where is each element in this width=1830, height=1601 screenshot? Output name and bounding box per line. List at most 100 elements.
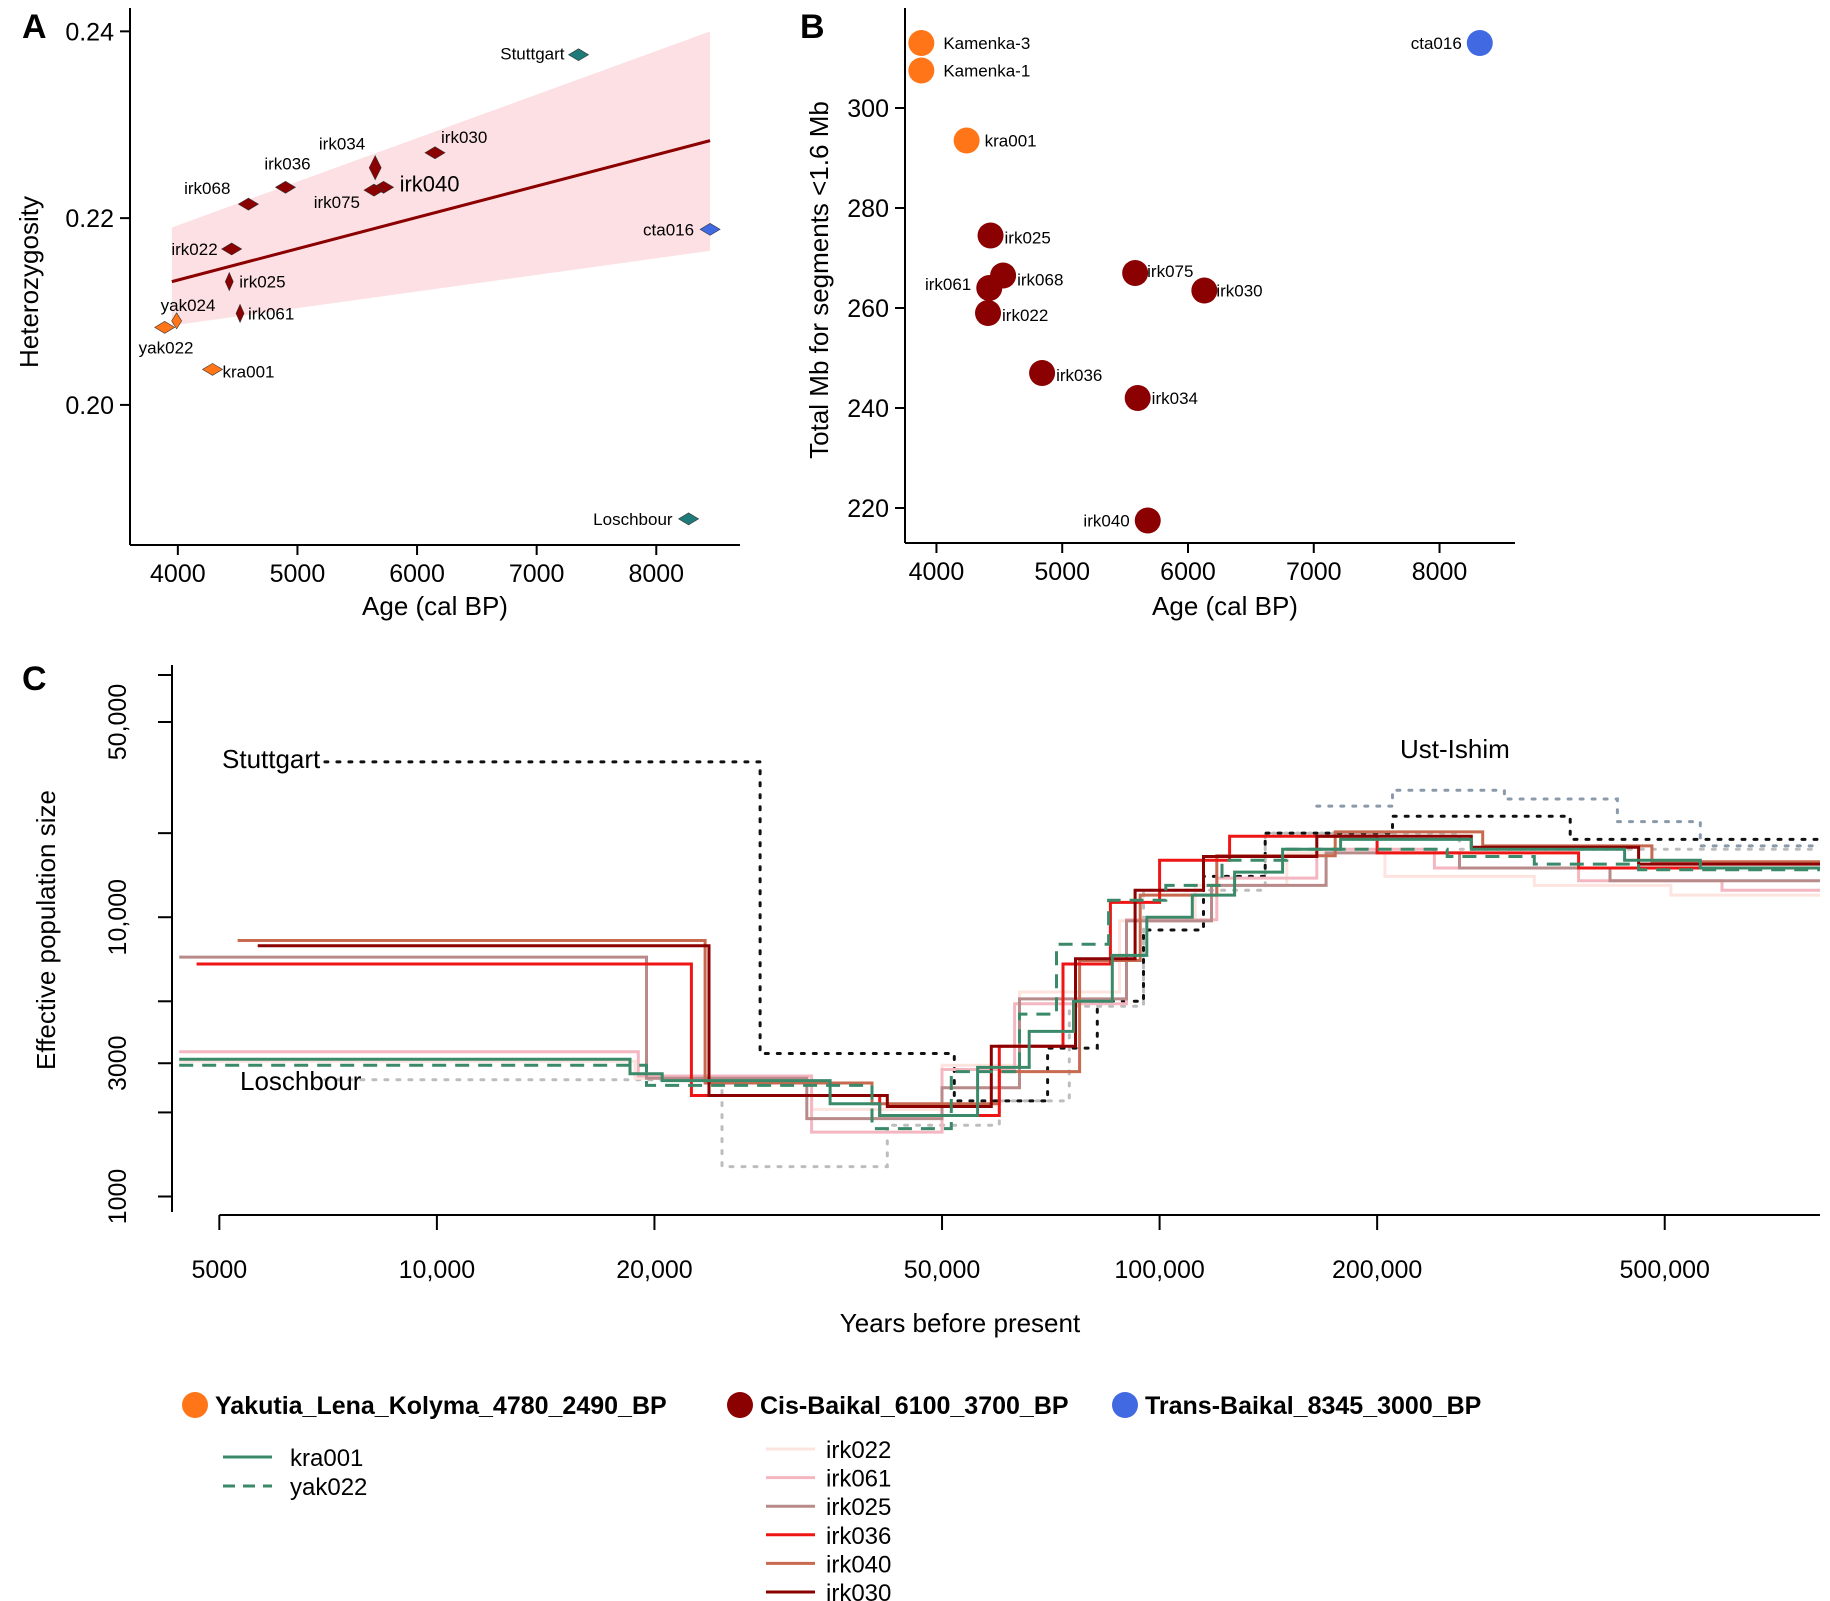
y-tick-label: 240 <box>847 395 889 423</box>
data-point <box>224 271 234 292</box>
y-tick-label: 0.22 <box>65 205 114 233</box>
point-label: irk075 <box>314 193 360 212</box>
y-axis-title: Total Mb for segments <1.6 Mb <box>804 101 834 459</box>
data-point <box>908 30 935 56</box>
data-point <box>699 222 721 236</box>
legend-groups: Yakutia_Lena_Kolyma_4780_2490_BP Cis-Baik… <box>182 1392 1481 1420</box>
point-label: irk034 <box>319 135 365 154</box>
point-label: Kamenka-3 <box>943 34 1030 53</box>
data-point <box>171 312 183 330</box>
data-point <box>976 275 1003 301</box>
point-label: irk036 <box>1056 366 1102 385</box>
point-label: Kamenka-1 <box>943 62 1030 81</box>
y-tick-label: 3000 <box>104 1035 132 1091</box>
point-label: Loschbour <box>593 510 673 529</box>
series-irk036 <box>196 834 1820 1117</box>
data-point <box>1191 277 1218 304</box>
x-tick-label: 5000 <box>1034 558 1090 586</box>
panel-letters: A B C <box>22 8 825 698</box>
confidence-band <box>171 31 711 326</box>
point-label: yak022 <box>139 338 194 357</box>
point-label: cta016 <box>643 220 694 239</box>
point-label: cta016 <box>1411 34 1462 53</box>
x-tick-label: 500,000 <box>1620 1256 1710 1284</box>
point-label: kra001 <box>223 362 275 381</box>
data-point <box>1134 507 1161 534</box>
data-point <box>975 300 1002 326</box>
x-tick-label: 5000 <box>270 560 326 588</box>
x-tick-label: 5000 <box>192 1256 248 1284</box>
panel-c: 5000 10,000 20,000 50,000 100,000 200,000 500,… <box>31 665 1820 1338</box>
x-tick-label: 7000 <box>1286 558 1342 586</box>
point-label: Stuttgart <box>500 45 565 64</box>
series-kra001 <box>179 837 1820 1117</box>
point-label: irk068 <box>1017 271 1063 290</box>
point-label: irk030 <box>441 128 487 147</box>
point-label: irk036 <box>264 154 310 173</box>
annotation-label: Stuttgart <box>222 744 321 774</box>
series-loschbour <box>323 831 1820 1169</box>
x-tick-label: 6000 <box>1160 558 1216 586</box>
series-ust-ishim <box>1315 788 1820 848</box>
legend-group-label: Trans-Baikal_8345_3000_BP <box>1145 1392 1481 1420</box>
legend: Yakutia_Lena_Kolyma_4780_2490_BP Cis-Baik… <box>182 1392 1481 1601</box>
legend-group-marker <box>727 1392 753 1418</box>
x-tick-label: 6000 <box>389 560 445 588</box>
data-point <box>953 127 980 154</box>
data-point <box>368 155 382 181</box>
data-point <box>363 183 385 197</box>
legend-group-marker <box>182 1392 208 1418</box>
x-tick-label: 10,000 <box>399 1256 475 1284</box>
legend-line-label: irk040 <box>826 1551 891 1578</box>
y-tick-label: 50,000 <box>104 684 132 760</box>
y-tick-label: 280 <box>847 195 889 223</box>
point-label: irk040 <box>1083 512 1129 531</box>
y-tick-label: 220 <box>847 495 889 523</box>
x-tick-label: 4000 <box>150 560 206 588</box>
legend-group-label: Cis-Baikal_6100_3700_BP <box>760 1392 1069 1420</box>
data-point <box>237 197 259 211</box>
x-axis-title: Age (cal BP) <box>1152 591 1298 621</box>
legend-group-label: Yakutia_Lena_Kolyma_4780_2490_BP <box>215 1392 667 1420</box>
annotation-label: Loschbour <box>240 1066 362 1096</box>
panel-letter-b: B <box>800 8 825 46</box>
point-label: irk040 <box>400 171 460 196</box>
y-axis-title: Heterozygosity <box>14 196 44 368</box>
x-tick-label: 100,000 <box>1114 1256 1204 1284</box>
data-point <box>274 180 297 194</box>
legend-group-marker <box>1112 1392 1138 1418</box>
x-tick-label: 4000 <box>909 558 965 586</box>
panel-a: 4000 5000 6000 7000 8000 0.20 0.22 0.24 Age (cal… <box>14 8 740 621</box>
data-point <box>677 512 700 526</box>
series-yak022 <box>179 847 1820 1131</box>
legend-line-label: irk036 <box>826 1523 891 1550</box>
data-point <box>977 222 1004 249</box>
data-point <box>567 48 590 62</box>
annotation-label: Ust-Ishim <box>1400 734 1510 764</box>
point-label: irk025 <box>1005 229 1051 248</box>
x-tick-label: 8000 <box>1412 558 1468 586</box>
point-label: irk022 <box>171 240 217 259</box>
x-axis-title: Years before present <box>840 1308 1081 1338</box>
legend-line-label: yak022 <box>290 1474 367 1501</box>
data-point <box>221 242 243 256</box>
y-tick-label: 260 <box>847 295 889 323</box>
data-point <box>1029 360 1056 386</box>
series-stuttgart <box>323 760 1820 1103</box>
x-tick-label: 50,000 <box>904 1256 980 1284</box>
x-tick-label: 7000 <box>509 560 565 588</box>
legend-line-label: irk061 <box>826 1466 891 1493</box>
point-label: kra001 <box>985 132 1037 151</box>
point-label: irk068 <box>184 179 230 198</box>
panel-b: 4000 5000 6000 7000 8000 220 240 260 280 300 Age (… <box>804 8 1515 621</box>
data-point <box>424 146 446 160</box>
legend-line-label: kra001 <box>290 1445 363 1472</box>
point-label: yak024 <box>161 296 216 315</box>
data-point <box>1466 30 1493 56</box>
x-tick-label: 200,000 <box>1332 1256 1422 1284</box>
data-point <box>201 363 224 376</box>
data-point <box>1122 260 1149 286</box>
point-label: irk030 <box>1216 282 1262 301</box>
y-tick-label: 0.24 <box>65 18 114 46</box>
